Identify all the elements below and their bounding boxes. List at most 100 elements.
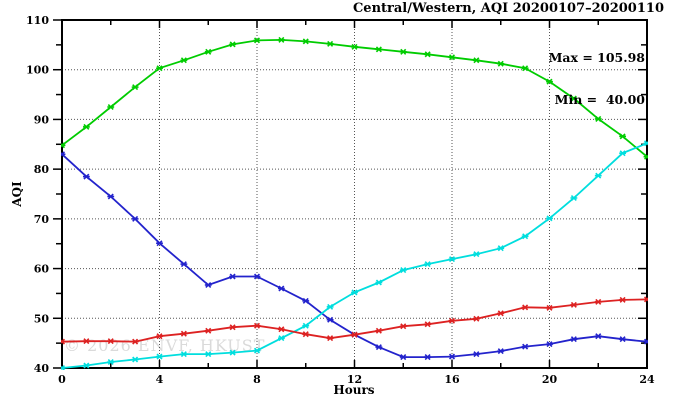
y-tick-label: 60 — [34, 263, 50, 276]
series-cyan-marker — [302, 322, 310, 329]
max-value-label: Max = 105.98 — [548, 50, 645, 65]
series-blue-marker — [277, 285, 285, 292]
series-blue-marker — [399, 354, 407, 361]
series-blue-marker — [472, 351, 480, 358]
series-cyan-marker — [497, 245, 505, 252]
series-green-marker — [180, 57, 188, 64]
series-green-marker — [448, 54, 456, 61]
series-green-marker — [326, 40, 334, 47]
series-red-marker — [570, 301, 578, 308]
series-red-marker — [594, 298, 602, 305]
series-red-marker — [229, 324, 237, 331]
max-min-annotation: Max = 105.98 Min = 40.00 — [549, 23, 645, 135]
series-green-marker — [521, 65, 529, 72]
series-blue-marker — [326, 316, 334, 323]
y-tick-label: 90 — [34, 113, 50, 126]
series-cyan-marker — [131, 356, 139, 363]
series-cyan-marker — [82, 362, 90, 369]
series-red-marker — [82, 338, 90, 345]
series-green-marker — [619, 133, 627, 140]
series-blue-marker — [229, 273, 237, 280]
series-blue-marker — [546, 341, 553, 348]
series-blue-marker — [375, 344, 383, 351]
series-cyan-marker — [351, 289, 358, 296]
series-blue-marker — [253, 273, 261, 280]
series-cyan-marker — [229, 349, 237, 356]
series-cyan-marker — [619, 150, 627, 157]
series-cyan-marker — [204, 351, 212, 358]
series-red-marker — [448, 317, 456, 324]
series-cyan-marker — [399, 267, 407, 274]
series-green-marker — [107, 103, 115, 111]
series-blue-marker — [107, 193, 115, 200]
series-green-marker — [156, 65, 163, 72]
series-red-marker — [156, 333, 163, 340]
series-cyan-marker — [472, 251, 480, 258]
series-red-marker — [643, 296, 648, 303]
plot-border — [61, 19, 648, 369]
series-cyan-marker — [375, 279, 383, 286]
x-tick-label: 0 — [58, 373, 66, 386]
series-red-marker — [497, 310, 505, 317]
series-green-marker — [643, 153, 648, 160]
x-axis-label: Hours — [333, 383, 375, 397]
series-green-marker — [61, 142, 66, 149]
series-green-marker — [375, 46, 383, 53]
series-green-marker — [277, 36, 285, 43]
series-blue-marker — [61, 151, 66, 158]
series-cyan-marker — [594, 172, 602, 179]
series-red-marker — [253, 322, 261, 329]
series-red-marker — [204, 327, 212, 334]
series-red-marker — [302, 331, 310, 338]
series-red-marker — [131, 338, 139, 345]
series-blue-marker — [448, 353, 456, 360]
x-tick-label: 16 — [444, 373, 460, 386]
series-green-marker — [546, 78, 553, 85]
series-red-marker — [472, 315, 480, 322]
series-red-marker — [619, 296, 627, 303]
series-red-marker — [107, 338, 115, 345]
series-red-marker — [351, 331, 358, 338]
series-cyan-marker — [107, 359, 115, 366]
series-cyan-marker — [546, 215, 553, 222]
series-red-marker — [546, 304, 553, 311]
y-tick-label: 50 — [34, 312, 50, 325]
y-tick-label: 80 — [34, 163, 50, 176]
series-red-marker — [521, 304, 529, 311]
series-green-marker — [472, 57, 480, 64]
series-blue-marker — [497, 348, 505, 355]
series-red — [61, 296, 648, 345]
y-tick-label: 110 — [26, 14, 49, 27]
x-tick-label: 12 — [347, 373, 362, 386]
y-axis-label: AQI — [10, 181, 24, 207]
gridlines — [62, 20, 647, 368]
series-blue-marker — [302, 297, 310, 304]
series-red-marker — [399, 323, 407, 330]
series-cyan-marker — [448, 256, 456, 263]
series-blue-marker — [204, 281, 212, 288]
series-green-marker — [82, 123, 90, 130]
series-blue-marker — [619, 336, 627, 343]
series-green-marker — [424, 51, 432, 58]
series-red-marker — [180, 330, 188, 337]
series-cyan-marker — [521, 233, 529, 240]
x-tick-label: 8 — [253, 373, 261, 386]
series-red-marker — [424, 321, 432, 328]
series-cyan-marker — [424, 261, 432, 268]
x-tick-label: 24 — [639, 373, 655, 386]
series-green-marker — [229, 41, 237, 48]
series-blue-marker — [643, 338, 648, 345]
series-green-marker — [131, 84, 139, 91]
series-blue-marker — [594, 333, 602, 340]
series-red-marker — [326, 335, 334, 342]
series-green-marker — [302, 38, 310, 45]
series-green-marker — [594, 115, 602, 122]
series-cyan-marker — [643, 140, 648, 147]
series-cyan-marker — [570, 194, 578, 201]
series-cyan-marker — [277, 335, 285, 342]
series-cyan — [61, 140, 648, 370]
y-tick-label: 100 — [26, 64, 49, 77]
series-blue-marker — [180, 261, 188, 268]
series-blue-marker — [570, 336, 578, 343]
